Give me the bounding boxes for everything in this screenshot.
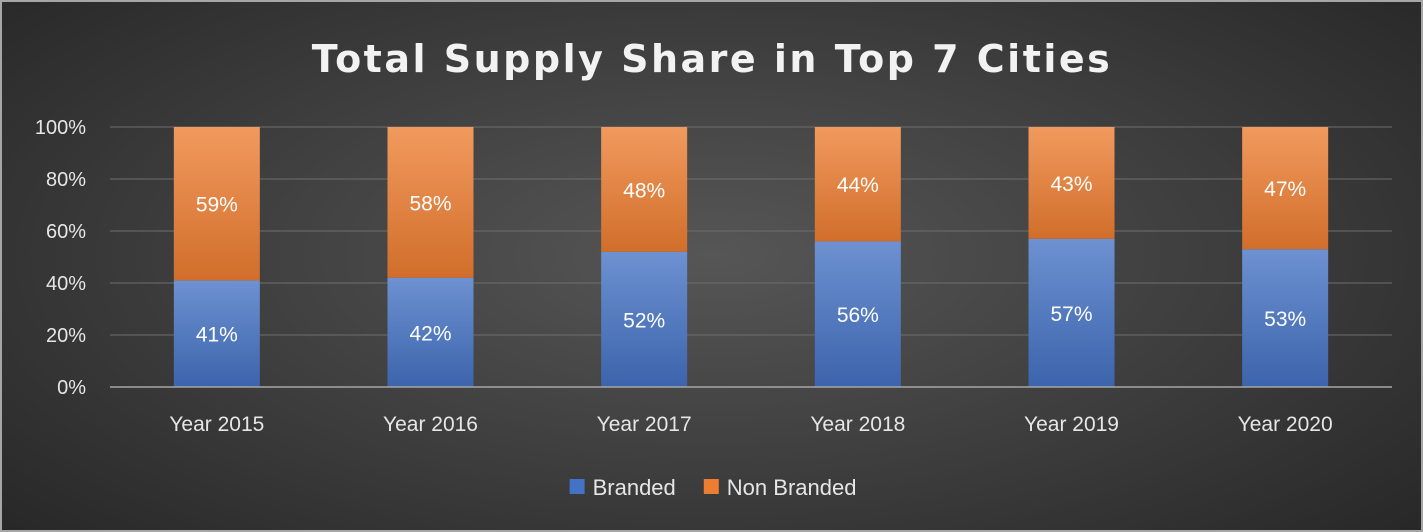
legend: Branded Non Branded <box>569 475 857 500</box>
bar-non-branded-year-2016 <box>387 127 474 278</box>
bar-branded-year-2018 <box>814 241 901 387</box>
bar-branded-year-2016 <box>387 277 474 387</box>
data-label: 58% <box>409 192 451 215</box>
chart-title: Total Supply Share in Top 7 Cities <box>312 37 1113 81</box>
bar-branded-year-2020 <box>1242 249 1329 387</box>
x-category-label: Year 2015 <box>169 413 264 436</box>
data-label: 52% <box>623 309 665 332</box>
data-label: 57% <box>1050 303 1092 326</box>
data-label: 43% <box>1050 173 1092 196</box>
data-label: 42% <box>409 322 451 345</box>
x-category-label: Year 2017 <box>597 413 692 436</box>
x-axis-categories: Year 2015 Year 2016 Year 2017 Year 2018 Year… <box>169 413 1332 436</box>
bar-non-branded-year-2017 <box>601 127 688 252</box>
data-label: 47% <box>1264 178 1306 201</box>
y-axis-ticks: 0% 20% 40% 60% 80% 100% <box>35 117 86 399</box>
legend-swatch-branded <box>569 479 585 494</box>
y-tick-label: 100% <box>35 117 86 139</box>
gridlines <box>110 126 1392 336</box>
bar-non-branded-year-2019 <box>1028 127 1115 239</box>
y-tick-label: 80% <box>46 169 86 191</box>
legend-label-branded: Branded <box>593 475 676 500</box>
bars <box>173 127 1329 387</box>
bar-branded-year-2015 <box>173 280 260 387</box>
data-label: 59% <box>196 194 238 217</box>
y-tick-label: 0% <box>57 377 86 399</box>
y-tick-label: 60% <box>46 221 86 243</box>
bar-non-branded-year-2015 <box>173 127 260 281</box>
bar-non-branded-year-2018 <box>814 127 901 242</box>
data-label: 48% <box>623 179 665 202</box>
data-label: 44% <box>837 174 879 197</box>
x-category-label: Year 2018 <box>810 413 905 436</box>
y-tick-label: 40% <box>46 273 86 295</box>
data-labels: 41% 59% 42% 58% 52% 48% 56% 44% 57% 43% 53% 47% <box>196 173 1306 347</box>
x-category-label: Year 2016 <box>383 413 478 436</box>
legend-swatch-non-branded <box>703 479 719 494</box>
bar-branded-year-2017 <box>601 251 688 387</box>
bar-non-branded-year-2020 <box>1242 127 1329 250</box>
data-label: 56% <box>837 304 879 327</box>
y-tick-label: 20% <box>46 325 86 347</box>
data-label: 41% <box>196 324 238 347</box>
legend-label-non-branded: Non Branded <box>727 475 857 500</box>
x-category-label: Year 2020 <box>1238 413 1333 436</box>
data-label: 53% <box>1264 308 1306 331</box>
bar-branded-year-2019 <box>1028 238 1115 387</box>
x-category-label: Year 2019 <box>1024 413 1119 436</box>
